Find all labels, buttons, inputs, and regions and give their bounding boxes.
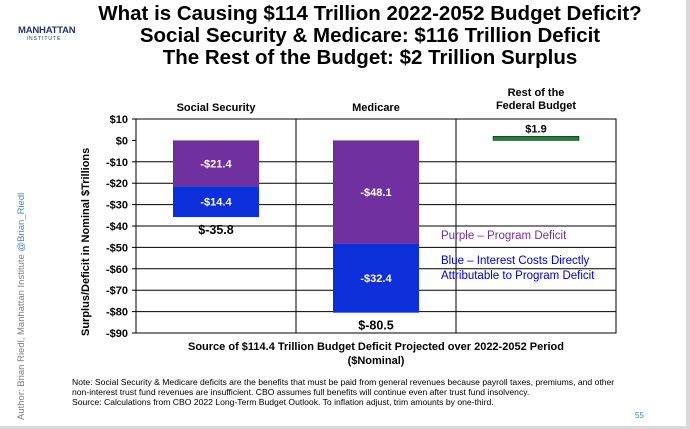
x-axis-label: ($Nominal) [348, 355, 405, 367]
manhattan-institute-logo: MANHATTAN INSTITUTE [18, 25, 76, 43]
slide-edge-right [686, 0, 690, 429]
y-tick-label: -$30 [106, 200, 128, 212]
y-tick-label: $0 [116, 135, 128, 147]
bar-total-label: $-80.5 [358, 319, 393, 333]
y-tick-label: -$50 [106, 242, 128, 254]
bar-segment [173, 140, 259, 187]
logo-text-line1: MANHATTAN [18, 25, 76, 36]
y-tick-label: -$70 [106, 285, 128, 297]
category-label: Federal Budget [496, 100, 576, 112]
legend-text: Purple – Program Deficit [441, 230, 567, 242]
slide-title: What is Causing $114 Trillion 2022-2052 … [60, 3, 680, 69]
y-tick-label: -$80 [106, 307, 128, 319]
bar-segment [492, 136, 580, 141]
title-line-3: The Rest of the Budget: $2 Trillion Surp… [162, 46, 578, 69]
bar-data-label: -$21.4 [200, 158, 232, 170]
y-tick-label: -$90 [106, 328, 128, 340]
bar-data-label: -$32.4 [360, 273, 392, 285]
x-axis-label: Source of $114.4 Trillion Budget Deficit… [188, 341, 564, 353]
slide-edge-bottom [0, 426, 690, 429]
title-line-2: Social Security & Medicare: $116 Trillio… [139, 24, 601, 47]
footnote-note: Note: Social Security & Medicare deficit… [72, 377, 615, 398]
bar-data-label: $1.9 [525, 123, 546, 135]
bar-data-label: -$14.4 [200, 197, 232, 209]
legend-text: Blue – Interest Costs Directly [441, 255, 590, 267]
y-tick-label: $10 [110, 114, 128, 126]
bar-data-label: -$48.1 [360, 187, 391, 199]
footnote-source: Source: Calculations from CBO 2022 Long-… [72, 397, 494, 408]
y-tick-label: -$10 [106, 157, 128, 169]
bar-total-label: $-35.8 [198, 223, 233, 237]
footnote: Note: Social Security & Medicare deficit… [72, 377, 632, 408]
category-label: Rest of the [508, 87, 565, 99]
bar-segment [333, 243, 419, 313]
page-number: 55 [635, 411, 644, 420]
y-tick-label: -$60 [106, 264, 128, 276]
title-line-1: What is Causing $114 Trillion 2022-2052 … [98, 2, 642, 25]
bar-segment [333, 140, 419, 244]
logo-text-line2: INSTITUTE [26, 36, 62, 42]
y-tick-label: -$40 [106, 221, 128, 233]
y-tick-label: -$20 [106, 178, 128, 190]
legend-text: Attributable to Program Deficit [441, 270, 595, 282]
category-label: Social Security [177, 102, 257, 114]
bar-segment [173, 186, 259, 218]
category-label: Medicare [352, 102, 400, 114]
